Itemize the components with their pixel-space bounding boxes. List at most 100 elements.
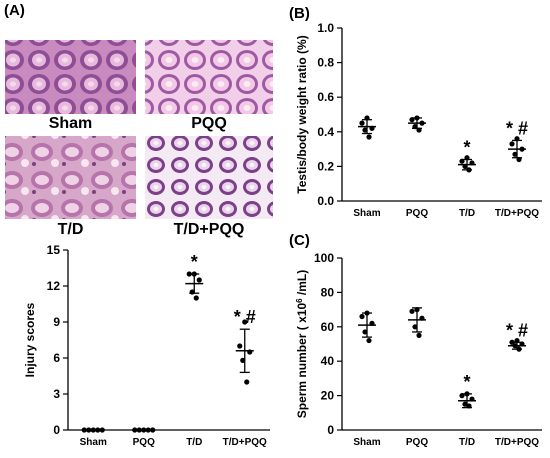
data-point	[141, 427, 147, 433]
y-axis-label-part: Sperm number ( x10	[295, 303, 309, 419]
x-tick-label: T/D+PQQ	[495, 437, 539, 448]
y-axis-label-part: /mL)	[295, 270, 309, 299]
data-point	[364, 310, 370, 316]
data-point	[419, 120, 425, 126]
data-point	[99, 427, 105, 433]
data-point	[186, 271, 192, 277]
x-tick-label: T/D	[459, 208, 475, 219]
data-point	[81, 427, 87, 433]
data-point	[419, 315, 425, 321]
data-point	[469, 396, 475, 402]
data-point	[464, 391, 470, 397]
y-tick-label: 0.0	[317, 194, 334, 208]
panel-label-a: (A)	[4, 2, 25, 19]
data-point	[414, 307, 420, 313]
significance-marker: *	[191, 252, 198, 272]
data-point	[237, 343, 243, 349]
data-point	[240, 357, 246, 363]
y-tick-label: 0	[53, 423, 60, 437]
y-axis-label-superscript: 6	[295, 298, 304, 303]
injury-score-chart: 0 3 6 9 12 15 Injury scores Sham PQQ T/D * T/D+PQQ *…	[23, 243, 270, 448]
data-point	[409, 117, 415, 123]
panel-label-b: (B)	[289, 5, 310, 22]
data-point	[132, 427, 138, 433]
significance-marker: * #	[506, 320, 528, 340]
data-point	[469, 160, 475, 166]
data-point	[193, 295, 199, 301]
data-point	[516, 346, 522, 352]
data-point	[369, 320, 375, 326]
panel-label-c: (C)	[289, 232, 310, 249]
data-point	[242, 319, 248, 325]
significance-marker: * #	[234, 307, 256, 327]
y-tick-label: 0	[327, 423, 334, 437]
data-point	[196, 277, 202, 283]
data-point	[191, 271, 197, 277]
image-caption-sham: Sham	[48, 115, 93, 132]
data-point	[366, 134, 372, 140]
data-point	[416, 332, 422, 338]
data-point	[464, 155, 470, 161]
data-point	[95, 427, 101, 433]
significance-marker: *	[463, 137, 470, 157]
histology-image-sham	[5, 40, 136, 114]
data-point	[359, 313, 365, 320]
y-tick-label: 6	[53, 351, 60, 365]
x-tick-label: PQQ	[406, 437, 428, 448]
y-axis-label: Sperm number ( x106 /mL)	[295, 270, 310, 419]
data-point	[516, 156, 522, 163]
data-point	[414, 115, 420, 121]
y-tick-label: 40	[321, 354, 335, 368]
data-point	[247, 349, 253, 355]
data-point	[416, 127, 422, 133]
testis-ratio-chart: 0.0 0.2 0.4 0.6 0.8 1.0 Testis/body weight rat…	[295, 21, 542, 219]
data-point	[514, 136, 520, 142]
data-point	[359, 120, 365, 126]
x-tick-label: T/D	[186, 437, 202, 448]
data-point	[462, 163, 468, 169]
histology-image-td-pqq	[145, 136, 273, 219]
x-tick-label: T/D+PQQ	[223, 437, 267, 448]
data-point	[412, 324, 418, 330]
significance-marker: *	[463, 372, 470, 392]
y-tick-label: 15	[47, 243, 61, 257]
x-tick-label: Sham	[80, 437, 107, 448]
data-point	[150, 427, 156, 433]
data-point	[459, 158, 465, 164]
data-point	[519, 341, 525, 347]
data-point	[462, 401, 468, 407]
data-point	[519, 146, 525, 152]
data-point	[145, 427, 151, 433]
y-axis-label: Injury scores	[23, 302, 37, 377]
y-tick-label: 0.6	[317, 90, 334, 104]
significance-marker: * #	[506, 118, 528, 138]
y-tick-label: 9	[53, 315, 60, 329]
y-tick-label: 0.4	[317, 125, 334, 139]
data-point	[90, 427, 96, 433]
data-point	[466, 167, 472, 173]
y-tick-label: 1.0	[317, 21, 334, 35]
data-point	[509, 141, 515, 147]
data-point	[364, 115, 370, 121]
data-point	[412, 124, 418, 130]
data-point	[136, 427, 142, 433]
x-tick-label: Sham	[353, 437, 380, 448]
histology-image-td	[5, 136, 136, 219]
x-tick-label: PQQ	[133, 437, 155, 448]
data-point	[509, 339, 515, 345]
data-point	[244, 379, 250, 385]
y-tick-label: 0.2	[317, 159, 334, 173]
y-tick-label: 20	[321, 389, 335, 403]
data-point	[189, 289, 195, 295]
data-point	[409, 308, 415, 314]
data-point	[512, 343, 518, 349]
data-point	[86, 427, 92, 433]
data-point	[459, 393, 465, 399]
x-tick-label: PQQ	[406, 208, 428, 219]
data-point	[362, 329, 368, 335]
data-point	[362, 127, 368, 133]
image-caption-td: T/D	[57, 221, 84, 238]
image-caption-td-pqq: T/D+PQQ	[173, 221, 245, 238]
data-point	[514, 337, 520, 344]
sperm-number-chart: 0 20 40 60 80 100 Sperm number ( x106 /mL) Sham…	[295, 251, 542, 448]
